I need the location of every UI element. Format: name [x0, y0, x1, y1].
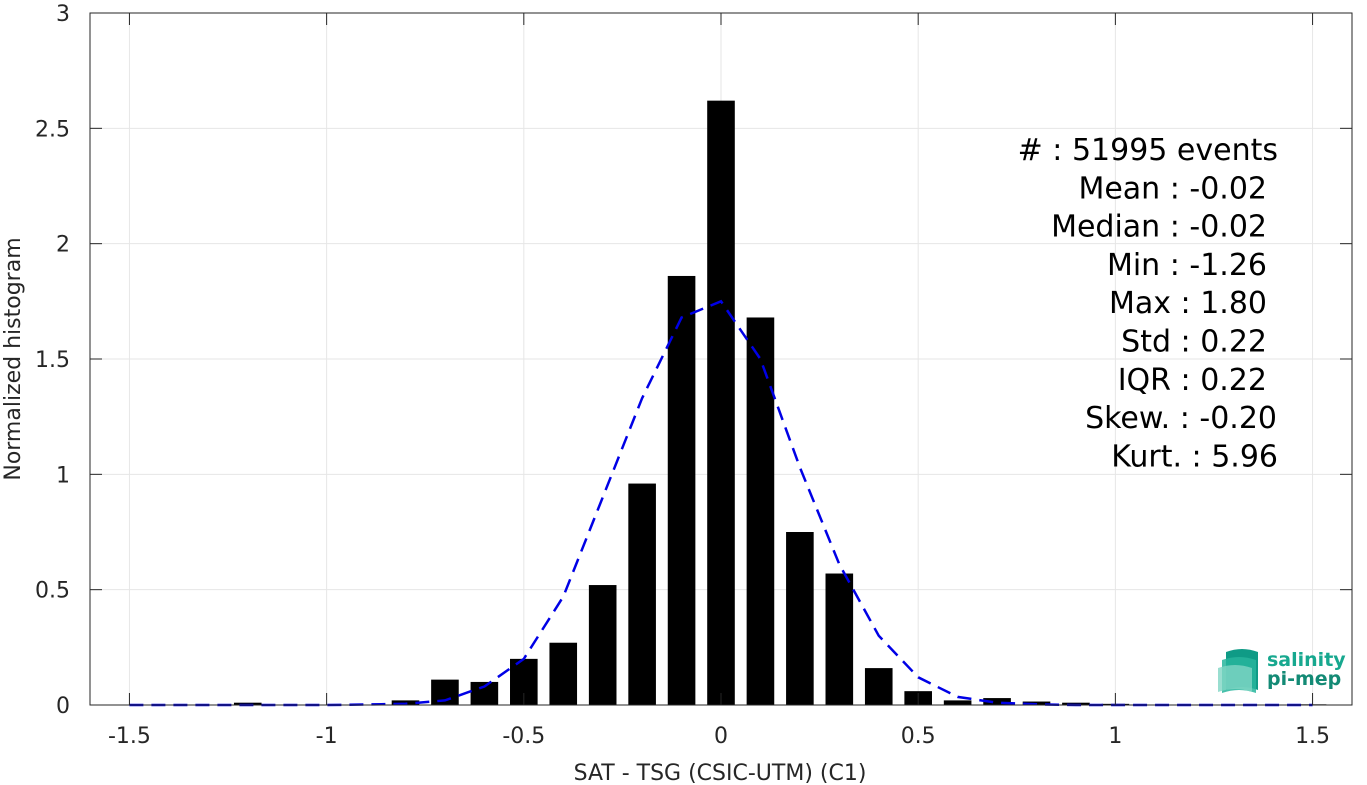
histogram-bar — [943, 700, 972, 705]
histogram-bar — [786, 532, 814, 705]
x-tick-labels: -1.5 -1 -0.5 0 0.5 1 1.5 — [108, 724, 1330, 749]
y-tick-label: 2 — [56, 233, 70, 258]
y-tick-label: 0.5 — [35, 579, 70, 604]
x-tick-label: 1.5 — [1295, 724, 1330, 749]
stat-line: Max : 1.80 — [1109, 286, 1267, 321]
histogram-bar — [825, 573, 854, 705]
y-tick-label: 0 — [56, 694, 70, 719]
histogram-bar — [470, 681, 499, 705]
stat-line: IQR : 0.22 — [1118, 363, 1267, 398]
y-tick-label: 3 — [56, 2, 70, 27]
x-tick-label: 0.5 — [901, 724, 936, 749]
stat-line: Mean : -0.02 — [1078, 171, 1267, 206]
stat-line: Skew. : -0.20 — [1085, 401, 1277, 436]
y-tick-label: 2.5 — [35, 117, 70, 142]
x-tick-label: 0 — [714, 724, 728, 749]
salinity-pi-mep-logo: salinity pi-mep — [1218, 649, 1346, 693]
stat-line: Min : -1.26 — [1107, 248, 1267, 283]
histogram-bars — [233, 100, 1327, 706]
stat-line: Kurt. : 5.96 — [1111, 439, 1278, 474]
wave-logo-icon — [1218, 649, 1258, 693]
logo-line-2: pi-mep — [1267, 668, 1341, 690]
x-tick-label: -0.5 — [502, 724, 545, 749]
y-tick-label: 1 — [56, 463, 70, 488]
stat-line: Std : 0.22 — [1121, 325, 1267, 360]
logo-line-1: salinity — [1267, 649, 1346, 671]
stat-line: Median : -0.02 — [1051, 210, 1267, 245]
histogram-bar — [667, 275, 696, 705]
histogram-bar — [864, 668, 893, 705]
x-tick-label: -1 — [316, 724, 338, 749]
histogram-bar — [588, 585, 617, 705]
histogram-bar — [707, 100, 735, 706]
x-tick-label: 1 — [1108, 724, 1122, 749]
histogram-bar — [628, 483, 656, 705]
x-tick-label: -1.5 — [108, 724, 151, 749]
y-axis-label: Normalized histogram — [1, 237, 26, 480]
histogram-bar — [549, 642, 578, 705]
y-tick-labels: 0 0.5 1 1.5 2 2.5 3 — [35, 2, 70, 719]
stat-line: # : 51995 events — [1018, 133, 1278, 168]
axis-ticks — [90, 12, 1352, 706]
x-axis-label: SAT - TSG (CSIC-UTM) (C1) — [574, 761, 867, 785]
histogram-bar — [983, 698, 1011, 705]
histogram-bar — [746, 317, 775, 705]
y-tick-label: 1.5 — [35, 348, 70, 373]
